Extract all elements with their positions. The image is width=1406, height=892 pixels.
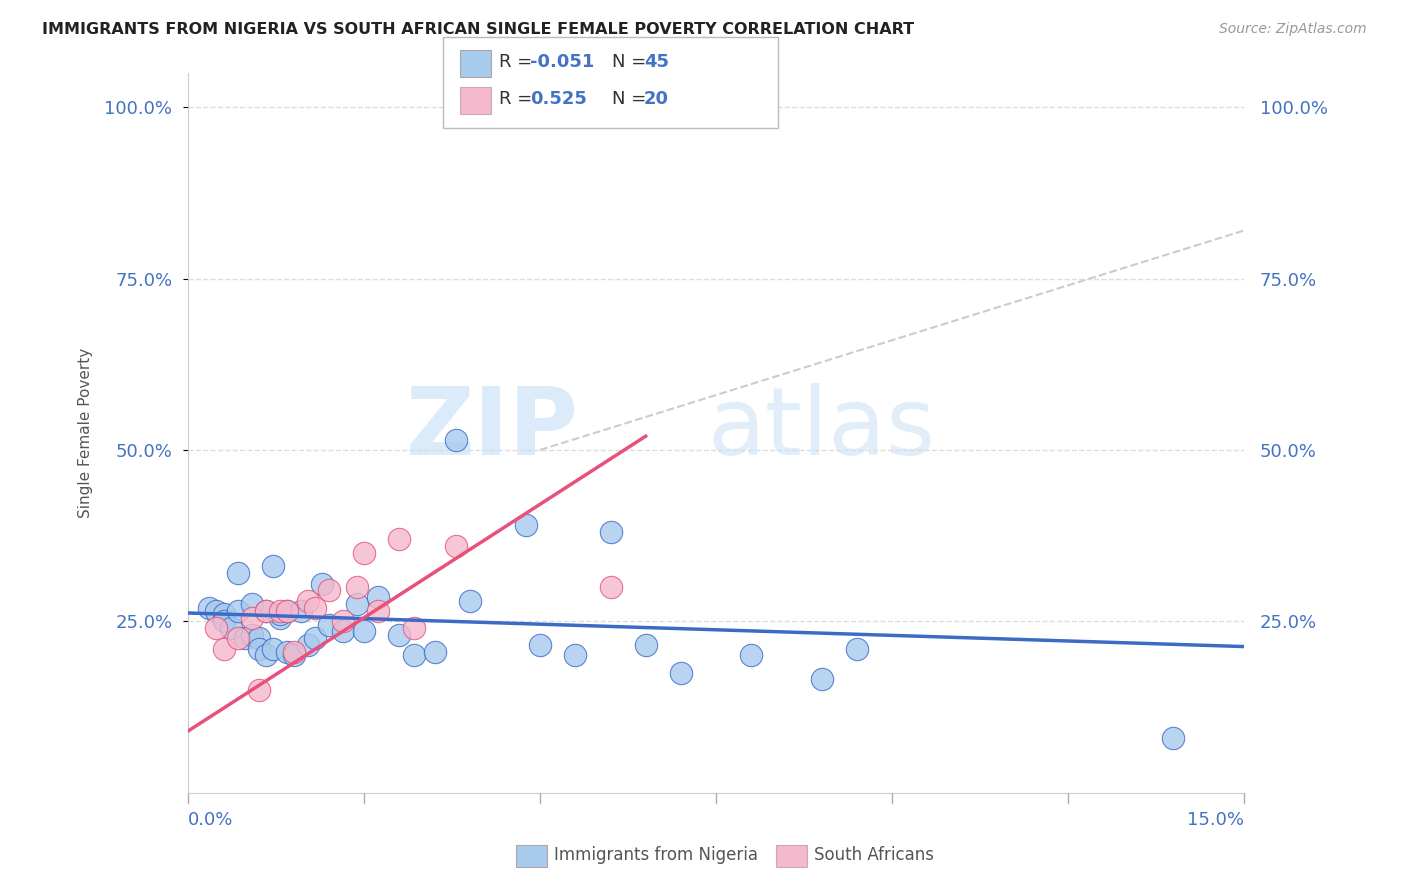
Point	[247, 641, 270, 656]
Point	[212, 641, 235, 656]
Text: Source: ZipAtlas.com: Source: ZipAtlas.com	[1219, 22, 1367, 37]
Point	[240, 611, 263, 625]
Point	[283, 648, 305, 663]
Point	[346, 580, 368, 594]
Point	[318, 617, 340, 632]
Point	[669, 665, 692, 680]
Point	[304, 632, 326, 646]
Point	[346, 597, 368, 611]
Point	[332, 624, 354, 639]
Text: South Africans: South Africans	[814, 847, 934, 864]
Point	[276, 604, 298, 618]
Text: 0.0%: 0.0%	[188, 812, 233, 830]
Point	[212, 614, 235, 628]
Text: 0.525: 0.525	[530, 90, 586, 108]
Point	[304, 600, 326, 615]
Point	[634, 638, 657, 652]
Point	[529, 638, 551, 652]
Point	[219, 621, 242, 635]
Text: 20: 20	[644, 90, 669, 108]
Point	[332, 614, 354, 628]
Point	[226, 632, 249, 646]
Point	[388, 532, 411, 546]
Point	[1163, 731, 1185, 745]
Point	[297, 593, 319, 607]
Point	[269, 604, 291, 618]
Point	[740, 648, 762, 663]
Point	[240, 628, 263, 642]
Point	[269, 607, 291, 622]
Text: 45: 45	[644, 53, 669, 70]
Point	[269, 611, 291, 625]
Text: IMMIGRANTS FROM NIGERIA VS SOUTH AFRICAN SINGLE FEMALE POVERTY CORRELATION CHART: IMMIGRANTS FROM NIGERIA VS SOUTH AFRICAN…	[42, 22, 914, 37]
Point	[515, 518, 537, 533]
Point	[262, 559, 284, 574]
Point	[240, 597, 263, 611]
Text: R =: R =	[499, 90, 544, 108]
Point	[367, 591, 389, 605]
Point	[198, 600, 221, 615]
Text: -0.051: -0.051	[530, 53, 595, 70]
Point	[283, 645, 305, 659]
Point	[254, 604, 277, 618]
Point	[247, 682, 270, 697]
Point	[297, 638, 319, 652]
Point	[444, 433, 467, 447]
Point	[564, 648, 586, 663]
Point	[247, 632, 270, 646]
Text: ZIP: ZIP	[406, 384, 579, 475]
Point	[423, 645, 446, 659]
Point	[212, 607, 235, 622]
Point	[367, 604, 389, 618]
Text: N =: N =	[612, 90, 651, 108]
Point	[290, 604, 312, 618]
Text: Immigrants from Nigeria: Immigrants from Nigeria	[554, 847, 758, 864]
Text: N =: N =	[612, 53, 651, 70]
Point	[599, 525, 621, 540]
Point	[444, 539, 467, 553]
Point	[458, 593, 481, 607]
Point	[205, 621, 228, 635]
Point	[226, 566, 249, 581]
Point	[233, 632, 256, 646]
Point	[388, 628, 411, 642]
Point	[311, 576, 333, 591]
Point	[276, 604, 298, 618]
Point	[205, 604, 228, 618]
Point	[254, 648, 277, 663]
Point	[353, 546, 375, 560]
Point	[262, 641, 284, 656]
Point	[226, 604, 249, 618]
Point	[318, 583, 340, 598]
Point	[254, 604, 277, 618]
Text: R =: R =	[499, 53, 538, 70]
Point	[402, 648, 425, 663]
Point	[845, 641, 868, 656]
Text: atlas: atlas	[707, 384, 936, 475]
Point	[353, 624, 375, 639]
Point	[402, 621, 425, 635]
Text: 15.0%: 15.0%	[1187, 812, 1244, 830]
Point	[810, 673, 832, 687]
Point	[599, 580, 621, 594]
Y-axis label: Single Female Poverty: Single Female Poverty	[79, 348, 93, 518]
Point	[276, 645, 298, 659]
